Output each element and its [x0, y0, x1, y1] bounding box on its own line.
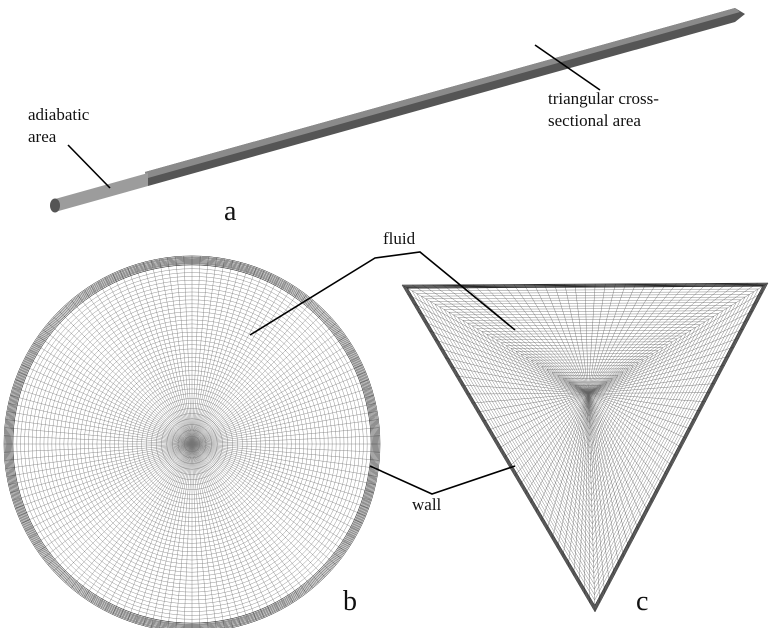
leader-line	[68, 145, 110, 188]
annotation: adiabatic	[28, 105, 90, 124]
panel-label: a	[224, 196, 237, 227]
panel-label: b	[343, 586, 357, 617]
leader-line	[370, 466, 515, 494]
annotation: sectional area	[548, 111, 641, 130]
panel-label: c	[636, 586, 648, 617]
fluid-mesh	[402, 283, 768, 612]
annotation: wall	[412, 495, 442, 514]
annotation: triangular cross-	[548, 89, 659, 108]
rod-end	[50, 199, 60, 213]
annotation: area	[28, 127, 57, 146]
annotation: fluid	[383, 229, 416, 248]
meshes	[4, 256, 768, 628]
figure: adiabatic area triangular cross- section…	[0, 0, 769, 628]
